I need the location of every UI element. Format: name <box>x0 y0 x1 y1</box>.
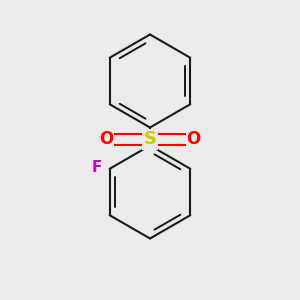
Text: O: O <box>99 130 114 148</box>
Text: O: O <box>186 130 201 148</box>
Text: F: F <box>92 160 102 175</box>
Text: S: S <box>143 130 157 148</box>
